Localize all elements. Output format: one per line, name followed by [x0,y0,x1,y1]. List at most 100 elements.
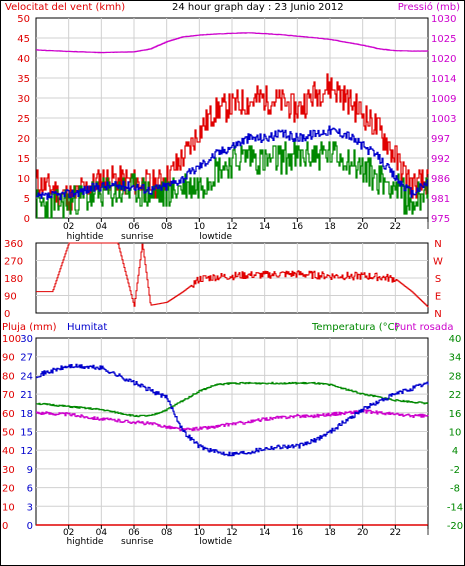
rain-y-tick-label: 21 [20,390,33,401]
wind-y-tick-label: 5 [24,194,30,205]
pressure-y-tick-label: 1025 [431,34,456,45]
direction-y-tick-label: 180 [4,274,23,285]
pressure-y-tick-label: 986 [431,174,450,185]
humidity-y-tick-label: 80 [2,371,15,382]
wind-y-ticks: 0 5 10 15 20 25 30 35 40 45 50 [17,14,30,225]
pressure-y-tick-label: 992 [431,154,450,165]
rain-y-tick-label: 3 [27,502,33,513]
humidity-y-tick-label: 90 [2,353,15,364]
x-tick-label: 16 [292,222,304,232]
humidity-y-tick-label: 100 [2,334,21,345]
wind-y-tick-label: 25 [17,114,30,125]
direction-y-ticks: 360 270 180 90 0 [4,239,23,320]
wind-title: Velocitat del vent (kmh) [5,2,125,13]
wind-y-tick-label: 10 [17,174,30,185]
wind-panel-plot [36,32,429,219]
wind-y-tick-label: 0 [24,214,30,225]
x-tick-label: 04 [96,222,108,232]
direction-panel-plot [36,242,429,308]
pressure-y-tick-label: 997 [431,134,450,145]
rain-y-tick-label: 27 [20,353,33,364]
direction-y-tick-label: 0 [4,309,10,320]
x-tick-label: l [427,528,430,538]
x-tick-label: 22 [390,528,401,538]
humidity-y-tick-label: 40 [2,446,15,457]
x-tick-label: 16 [292,528,304,538]
wind-y-tick-label: 15 [17,154,30,165]
x-tick-label: 14 [259,222,271,232]
lowtide-label: lowtide [199,232,232,242]
rain-y-tick-label: 18 [20,409,33,420]
humidity-title: Humitat [67,322,107,333]
x-tick-label: 12 [226,528,237,538]
x-tick-label: 04 [96,528,108,538]
pressure-title: Pressió (mb) [398,1,460,13]
direction-series-line [36,242,429,308]
x-tick-label: 18 [324,528,336,538]
x-tick-label: 06 [128,222,140,232]
temperature-y-tick-label: 28 [449,371,462,382]
humidity-y-tick-label: 0 [2,521,8,532]
temperature-y-tick-label: 4 [452,446,458,457]
dewpoint-title: Punt rosada [394,322,453,333]
x-tick-label: 08 [161,528,173,538]
x-tick-label: 10 [194,528,206,538]
hightide-label: hightide [67,232,104,242]
humidity-y-ticks: 0 10 20 30 40 50 60 70 80 90 100 [2,334,21,532]
humidity-x-ticks: 02 04 06 08 10 12 14 16 18 20 22 l hightide sunrise lo… [63,525,429,547]
wind-y-tick-label: 20 [17,134,30,145]
x-tick-label: 18 [324,222,336,232]
rain-y-ticks: 0 3 6 9 12 15 18 21 24 27 30 [20,334,33,532]
x-tick-label: 10 [194,222,206,232]
pressure-y-tick-label: 1020 [431,54,456,65]
direction-letter: W [433,257,443,268]
x-tick-label: 22 [390,222,401,232]
direction-y-tick-label: 90 [4,292,17,303]
gust-series-line [36,73,429,211]
temperature-y-tick-label: 16 [449,409,462,420]
hightide-label-bottom: hightide [67,537,104,547]
pressure-y-tick-label: 1009 [431,94,456,105]
wind-x-ticks: 02 04 06 08 10 12 14 16 18 20 22 l hightide sunrise lo… [63,218,429,242]
direction-letter: S [435,274,441,285]
humidity-y-tick-label: 20 [2,484,15,495]
x-tick-label: 20 [357,222,369,232]
direction-y-tick-label: 270 [4,257,23,268]
rain-y-tick-label: 12 [20,446,33,457]
humidity-y-tick-label: 50 [2,428,15,439]
rain-title: Pluja (mm) [2,322,57,333]
temperature-y-tick-label: 10 [449,428,462,439]
direction-y-tick-label: 360 [4,239,23,250]
temperature-y-tick-label: -14 [447,502,463,513]
rain-y-tick-label: 9 [27,465,33,476]
pressure-y-ticks: 975 981 986 992 997 1003 1009 1014 1020 1025 1030 [431,14,456,225]
x-tick-label: 06 [128,528,140,538]
temperature-y-tick-label: -2 [450,465,460,476]
rain-y-tick-label: 24 [20,371,33,382]
x-tick-label: 08 [161,222,173,232]
humidity-series-line [36,363,429,457]
graph-title: 24 hour graph day : 23 Junio 2012 [172,2,344,13]
humidity-y-tick-label: 10 [2,502,15,513]
pressure-y-tick-label: 1003 [431,114,456,125]
x-tick-label: l [427,222,430,232]
pressure-y-tick-label: 981 [431,194,450,205]
direction-letter: E [435,292,441,303]
wind-y-tick-label: 45 [17,34,30,45]
direction-letter: N [434,309,441,320]
temperature-y-tick-label: -8 [450,484,460,495]
speed-series-line [36,141,429,219]
pressure-series-line [36,32,429,54]
x-tick-label: 12 [226,222,237,232]
humidity-y-tick-label: 70 [2,390,15,401]
temperature-y-tick-label: 40 [449,334,462,345]
temperature-y-tick-label: -20 [447,521,463,532]
x-tick-label: 02 [63,222,74,232]
pressure-y-tick-label: 1014 [431,74,456,85]
humidity-y-tick-label: 30 [2,465,15,476]
wind-y-tick-label: 40 [17,54,30,65]
sunrise-label: sunrise [121,232,154,242]
